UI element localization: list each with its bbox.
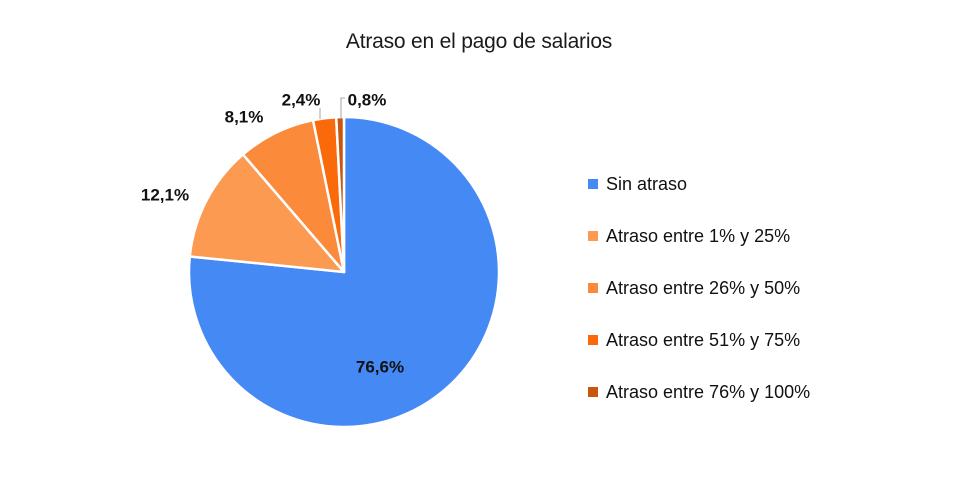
data-label-sin-atraso: 76,6%	[356, 357, 404, 376]
legend-label: Sin atraso	[606, 173, 688, 194]
legend-label: Atraso entre 51% y 75%	[606, 329, 801, 350]
data-label-atraso-entre-26pct-y-50pct: 8,1%	[225, 107, 264, 126]
pie-slice-atraso-entre-1pct-y-25pct	[188, 153, 346, 274]
legend-swatch	[588, 335, 598, 345]
chart-legend: Sin atraso Atraso entre 1% y 25% Atraso en…	[588, 158, 948, 418]
legend-item-atraso-entre-51pct-y-75pct: Atraso entre 51% y 75%	[588, 314, 948, 366]
data-label-atraso-entre-76pct-y-100pct: 0,8%	[348, 90, 387, 109]
legend-item-atraso-entre-1pct-y-25pct: Atraso entre 1% y 25%	[588, 210, 948, 262]
legend-swatch	[588, 387, 598, 397]
legend-label: Atraso entre 76% y 100%	[606, 381, 811, 402]
data-label-atraso-entre-51pct-y-75pct: 2,4%	[282, 90, 321, 109]
legend-item-atraso-entre-26pct-y-50pct: Atraso entre 26% y 50%	[588, 262, 948, 314]
data-label-atraso-entre-1pct-y-25pct: 12,1%	[141, 185, 189, 204]
leader-line-atraso-entre-76pct-y-100pct	[340, 97, 345, 119]
chart-title: Atraso en el pago de salarios	[345, 30, 613, 53]
legend-item-atraso-entre-76pct-y-100pct: Atraso entre 76% y 100%	[588, 366, 948, 418]
legend-swatch	[588, 283, 598, 293]
legend-label: Atraso entre 1% y 25%	[606, 225, 791, 246]
legend-swatch	[588, 179, 598, 189]
legend-swatch	[588, 231, 598, 241]
legend-item-sin-atraso: Sin atraso	[588, 158, 948, 210]
pie-slice-atraso-entre-76pct-y-100pct	[334, 115, 346, 274]
legend-label: Atraso entre 26% y 50%	[606, 277, 801, 298]
